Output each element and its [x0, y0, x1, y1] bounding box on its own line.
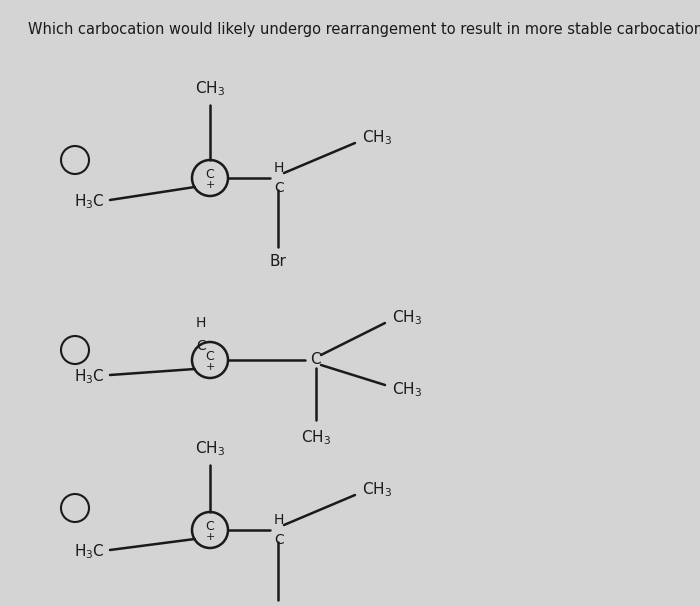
Text: H$_3$C: H$_3$C [74, 368, 105, 387]
Text: C: C [310, 353, 321, 367]
Text: C: C [196, 339, 206, 353]
Text: +: + [205, 362, 215, 372]
Text: H$_3$C: H$_3$C [74, 542, 105, 561]
Text: +: + [205, 180, 215, 190]
Text: CH$_3$: CH$_3$ [301, 428, 331, 447]
Text: C: C [274, 533, 284, 547]
Text: CH$_3$: CH$_3$ [195, 439, 225, 458]
Text: CH$_3$: CH$_3$ [195, 79, 225, 98]
Text: C: C [206, 167, 214, 181]
Text: +: + [205, 532, 215, 542]
Text: C: C [206, 350, 214, 362]
Text: C: C [206, 519, 214, 533]
Text: H$_3$C: H$_3$C [74, 193, 105, 211]
Text: H: H [274, 161, 284, 175]
Text: H: H [195, 316, 206, 330]
Text: Br: Br [270, 254, 286, 269]
Text: C: C [274, 181, 284, 195]
Text: Which carbocation would likely undergo rearrangement to result in more stable ca: Which carbocation would likely undergo r… [28, 22, 700, 37]
Text: H: H [274, 513, 284, 527]
Text: CH$_3$: CH$_3$ [362, 481, 392, 499]
Text: CH$_3$: CH$_3$ [362, 128, 392, 147]
Text: CH$_3$: CH$_3$ [392, 381, 422, 399]
Text: CH$_3$: CH$_3$ [392, 308, 422, 327]
